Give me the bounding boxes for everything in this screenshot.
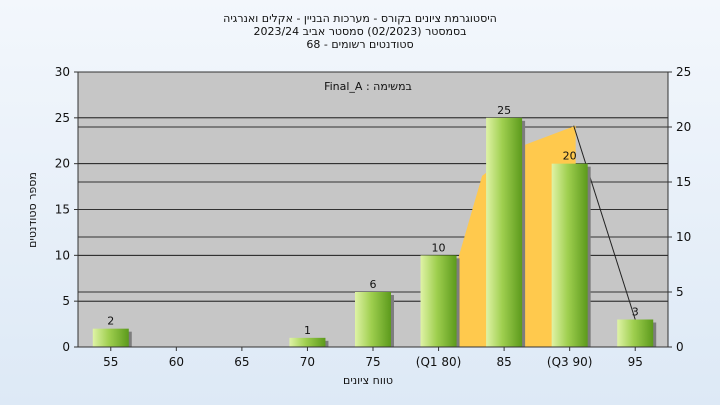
left-tick-label: 30 [55,65,70,79]
chart-title-line-2: בסמסטר (02/2023) סמסטר אביב 2023/24 [253,25,466,38]
bar-value-label: 6 [370,278,377,291]
bar-value-label: 3 [632,306,639,319]
x-axis: 55 60 65 70 75 (Q1 80) 85 (Q3 90) 95 [103,347,643,369]
chart-title-line-1: היסטוגרמת ציונים בקורס - מערכות הבניין -… [223,12,497,25]
chart-title-line-3: סטודנטים רשומים - 68 [306,38,413,51]
bar [551,163,588,347]
bar-value-label: 2 [107,315,114,328]
upper-whisker [573,125,636,320]
x-tick-label: 70 [300,355,315,369]
left-tick-label: 5 [62,294,70,308]
right-axis: 0 5 10 15 20 25 [668,65,691,354]
bar [289,337,326,347]
x-tick-label: (Q3 90) [547,355,593,369]
left-tick-label: 10 [55,248,70,262]
bar [486,117,523,347]
value-labels: 2 1 6 10 25 20 3 [107,104,638,337]
bar-value-label: 1 [304,324,311,337]
left-axis: 0 5 10 15 20 25 30 [55,65,78,354]
x-tick-label: 65 [234,355,249,369]
bar [92,328,129,347]
x-tick-label: 85 [496,355,511,369]
right-tick-label: 20 [676,120,691,134]
bar-value-label: 10 [432,241,446,254]
left-tick-label: 20 [55,157,70,171]
x-tick-label: 60 [169,355,184,369]
x-tick-label: 55 [103,355,118,369]
x-tick-label: 95 [628,355,643,369]
left-tick-label: 25 [55,111,70,125]
right-tick-label: 5 [676,285,684,299]
right-tick-label: 0 [676,340,684,354]
x-axis-label: טווח ציונים [343,374,393,387]
right-tick-label: 15 [676,175,691,189]
bar-value-label: 20 [563,150,577,163]
bar-value-label: 25 [497,104,511,117]
x-tick-label: 75 [365,355,380,369]
right-tick-label: 10 [676,230,691,244]
right-tick-label: 25 [676,65,691,79]
bar [420,255,457,347]
x-tick-label: (Q1 80) [416,355,462,369]
bar-series [92,117,657,347]
legend-text: Final_A : במשימה [324,80,412,93]
y-axis-label: מספר סטודנטים [26,172,39,248]
bar [617,319,654,347]
left-tick-label: 0 [62,340,70,354]
left-tick-label: 15 [55,203,70,217]
bar [355,292,391,347]
